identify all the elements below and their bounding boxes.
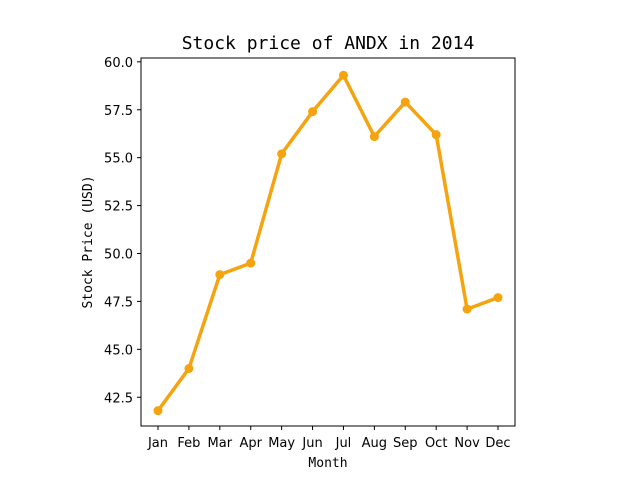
data-point bbox=[215, 270, 225, 280]
data-point bbox=[153, 406, 163, 416]
y-tick-label: 57.5 bbox=[104, 104, 133, 119]
data-point bbox=[369, 132, 379, 142]
x-axis: Jan Feb Mar Apr May Jun Jul Aug Sep Oct Nov Dec bbox=[147, 426, 511, 451]
x-tick-label: Oct bbox=[425, 436, 447, 451]
chart-title: Stock price of ANDX in 2014 bbox=[182, 33, 475, 54]
x-tick-label: Jun bbox=[301, 436, 322, 451]
y-tick-label: 45.0 bbox=[104, 343, 133, 358]
x-tick-label: May bbox=[268, 436, 295, 451]
x-tick-label: Jul bbox=[335, 436, 352, 451]
data-point bbox=[400, 97, 410, 107]
y-tick-label: 47.5 bbox=[104, 295, 133, 310]
y-axis-label: Stock Price (USD) bbox=[81, 175, 96, 308]
x-axis-label: Month bbox=[308, 456, 347, 471]
x-tick-label: Nov bbox=[454, 436, 480, 451]
x-tick-label: Apr bbox=[239, 436, 262, 451]
x-tick-label: Dec bbox=[485, 436, 510, 451]
y-axis: 42.5 45.0 47.5 50.0 52.5 55.0 57.5 60.0 bbox=[104, 56, 141, 406]
data-point bbox=[431, 130, 441, 140]
x-tick-label: Mar bbox=[208, 436, 233, 451]
data-point bbox=[338, 70, 348, 80]
data-point bbox=[277, 149, 287, 159]
series-line bbox=[156, 73, 500, 413]
data-point bbox=[308, 107, 318, 117]
x-tick-label: Sep bbox=[393, 436, 418, 451]
x-tick-label: Jan bbox=[147, 436, 168, 451]
y-tick-label: 42.5 bbox=[104, 391, 133, 406]
y-tick-label: 52.5 bbox=[104, 200, 133, 215]
data-point bbox=[246, 258, 256, 268]
series-group bbox=[153, 70, 503, 416]
data-point bbox=[462, 304, 472, 314]
y-tick-label: 60.0 bbox=[104, 56, 133, 71]
plot-area bbox=[140, 57, 516, 427]
y-tick-label: 55.0 bbox=[104, 152, 133, 167]
x-tick-label: Aug bbox=[362, 436, 387, 451]
x-tick-label: Feb bbox=[177, 436, 200, 451]
y-tick-label: 50.0 bbox=[104, 248, 133, 263]
data-point bbox=[493, 293, 503, 303]
data-point bbox=[184, 364, 194, 373]
